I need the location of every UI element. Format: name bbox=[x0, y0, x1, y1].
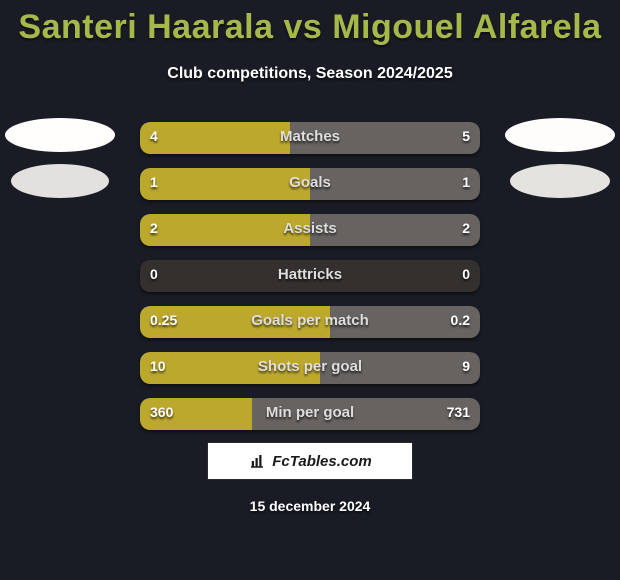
badge-text: FcTables.com bbox=[272, 453, 371, 470]
stat-row: 00Hattricks bbox=[140, 260, 480, 292]
stat-label: Assists bbox=[140, 220, 480, 237]
right-player-avatars bbox=[500, 118, 620, 210]
fctables-badge[interactable]: FcTables.com bbox=[207, 442, 413, 480]
stat-label: Goals per match bbox=[140, 312, 480, 329]
avatar-placeholder bbox=[11, 164, 109, 198]
page-subtitle: Club competitions, Season 2024/2025 bbox=[0, 65, 620, 83]
stat-label: Matches bbox=[140, 128, 480, 145]
avatar-placeholder bbox=[5, 118, 115, 152]
avatar-placeholder bbox=[505, 118, 615, 152]
stat-label: Hattricks bbox=[140, 266, 480, 283]
stat-row: 22Assists bbox=[140, 214, 480, 246]
stat-row: 109Shots per goal bbox=[140, 352, 480, 384]
left-player-avatars bbox=[0, 118, 120, 210]
chart-icon bbox=[248, 452, 266, 470]
page-title: Santeri Haarala vs Migouel Alfarela bbox=[0, 0, 620, 47]
avatar-placeholder bbox=[510, 164, 610, 198]
stat-label: Min per goal bbox=[140, 404, 480, 421]
stat-row: 0.250.2Goals per match bbox=[140, 306, 480, 338]
stat-row: 360731Min per goal bbox=[140, 398, 480, 430]
stat-row: 11Goals bbox=[140, 168, 480, 200]
stat-label: Goals bbox=[140, 174, 480, 191]
stat-row: 45Matches bbox=[140, 122, 480, 154]
stat-comparison-bars: 45Matches 11Goals 22Assists 00Hattricks 0.25… bbox=[140, 122, 480, 444]
footer-date: 15 december 2024 bbox=[0, 498, 620, 514]
stat-label: Shots per goal bbox=[140, 358, 480, 375]
